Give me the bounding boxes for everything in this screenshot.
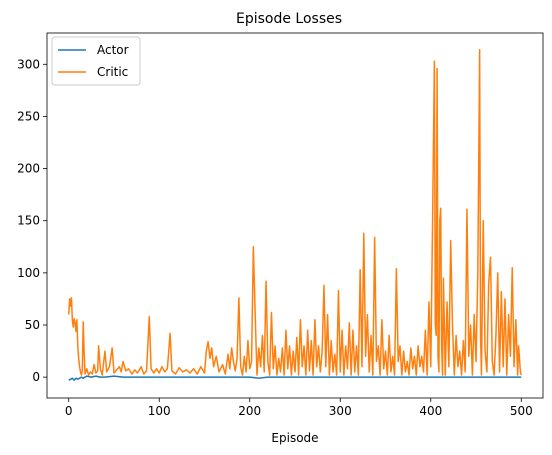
legend-label-actor: Actor [97, 43, 129, 57]
series-line-critic [67, 48, 523, 376]
y-tick-label: 300 [17, 57, 40, 71]
plot-area-frame [46, 32, 544, 399]
x-tick-label: 400 [419, 404, 442, 418]
y-tick-label: 0 [32, 370, 40, 384]
plot-series-group [67, 48, 523, 382]
y-tick-label: 100 [17, 266, 40, 280]
x-tick-label: 100 [148, 404, 171, 418]
chart-title: Episode Losses [236, 11, 342, 27]
x-tick-label: 300 [329, 404, 352, 418]
legend-box [51, 36, 141, 86]
y-tick-label: 50 [25, 318, 40, 332]
y-tick-label: 200 [17, 162, 40, 176]
y-tick-label: 250 [17, 109, 40, 123]
x-tick-label: 200 [238, 404, 261, 418]
x-axis-label: Episode [271, 431, 318, 445]
y-axis: 0 50 100 150 200 250 300 [17, 57, 47, 384]
x-tick-label: 500 [510, 404, 533, 418]
legend-label-critic: Critic [97, 65, 128, 79]
x-tick-label: 0 [65, 404, 73, 418]
legend: Actor Critic [51, 36, 141, 86]
series-line-actor [68, 375, 522, 382]
y-tick-label: 150 [17, 214, 40, 228]
x-axis: 0 100 200 300 400 500 [65, 398, 533, 418]
